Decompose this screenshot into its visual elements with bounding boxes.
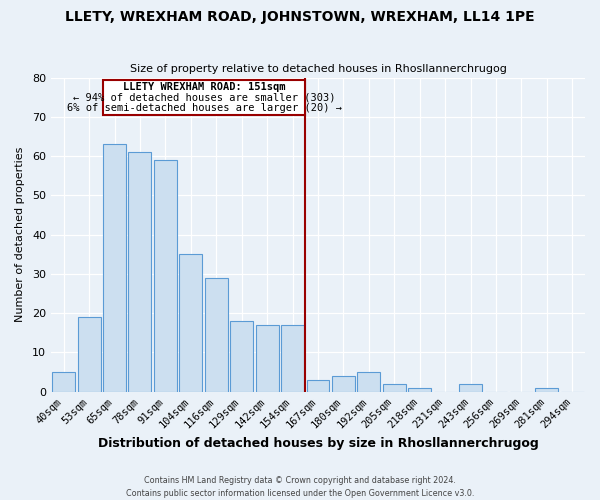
X-axis label: Distribution of detached houses by size in Rhosllannerchrugog: Distribution of detached houses by size … — [98, 437, 538, 450]
Title: Size of property relative to detached houses in Rhosllannerchrugog: Size of property relative to detached ho… — [130, 64, 506, 74]
FancyBboxPatch shape — [103, 80, 305, 115]
Bar — [154, 160, 177, 392]
Bar — [281, 325, 304, 392]
Bar — [307, 380, 329, 392]
Bar — [408, 388, 431, 392]
Bar — [103, 144, 126, 392]
Text: 6% of semi-detached houses are larger (20) →: 6% of semi-detached houses are larger (2… — [67, 103, 341, 113]
Bar — [256, 325, 278, 392]
Bar — [77, 317, 101, 392]
Bar — [52, 372, 75, 392]
Bar — [535, 388, 558, 392]
Y-axis label: Number of detached properties: Number of detached properties — [15, 147, 25, 322]
Bar — [230, 321, 253, 392]
Bar — [358, 372, 380, 392]
Text: LLETY, WREXHAM ROAD, JOHNSTOWN, WREXHAM, LL14 1PE: LLETY, WREXHAM ROAD, JOHNSTOWN, WREXHAM,… — [65, 10, 535, 24]
Bar — [332, 376, 355, 392]
Bar — [383, 384, 406, 392]
Bar — [459, 384, 482, 392]
Text: Contains HM Land Registry data © Crown copyright and database right 2024.
Contai: Contains HM Land Registry data © Crown c… — [126, 476, 474, 498]
Bar — [128, 152, 151, 392]
Text: LLETY WREXHAM ROAD: 151sqm: LLETY WREXHAM ROAD: 151sqm — [123, 82, 286, 92]
Bar — [205, 278, 227, 392]
Text: ← 94% of detached houses are smaller (303): ← 94% of detached houses are smaller (30… — [73, 92, 335, 102]
Bar — [179, 254, 202, 392]
